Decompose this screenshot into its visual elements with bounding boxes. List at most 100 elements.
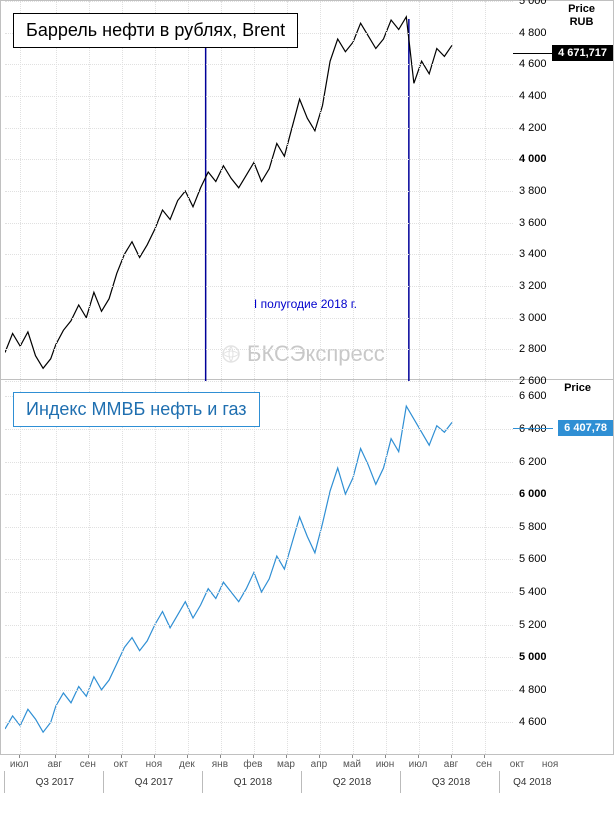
y-tick-label: 5 200 — [519, 619, 563, 631]
gridline-h — [5, 690, 513, 691]
y-tick-label: 3 400 — [519, 248, 563, 260]
gridline-v — [221, 1, 222, 379]
gridline-v — [320, 380, 321, 754]
gridline-v — [56, 380, 57, 754]
gridline-v — [188, 380, 189, 754]
x-quarter-label: Q1 2018 — [234, 777, 272, 788]
x-month-label: авг — [444, 759, 459, 770]
gridline-h — [5, 625, 513, 626]
charts-container: Баррель нефти в рублях, Brent Price RUB … — [0, 0, 614, 800]
gridline-h — [5, 96, 513, 97]
gridline-v — [20, 1, 21, 379]
y-tick-label: 5 600 — [519, 553, 563, 565]
gridline-v — [188, 1, 189, 379]
annotation-text: I полугодие 2018 г. — [254, 297, 357, 311]
x-month-label: июл — [409, 759, 428, 770]
gridline-v — [452, 1, 453, 379]
gridline-v — [254, 380, 255, 754]
gridline-h — [5, 527, 513, 528]
y-tick-label: 3 200 — [519, 280, 563, 292]
y-tick-label: 4 800 — [519, 684, 563, 696]
gridline-v — [386, 380, 387, 754]
gridline-v — [287, 1, 288, 379]
gridline-v — [254, 1, 255, 379]
x-quarter-label: Q2 2018 — [333, 777, 371, 788]
x-month-label: окт — [510, 759, 525, 770]
gridline-v — [122, 1, 123, 379]
gridline-h — [5, 722, 513, 723]
gridline-v — [353, 1, 354, 379]
gridline-v — [89, 380, 90, 754]
x-month-label: фев — [243, 759, 262, 770]
chart2-svg — [5, 380, 513, 755]
gridline-h — [5, 462, 513, 463]
y-tick-label: 6 000 — [519, 488, 563, 500]
y-tick-label: 2 800 — [519, 343, 563, 355]
y-tick-label: 5 000 — [519, 0, 563, 7]
chart-mmvb-oil-gas: Индекс ММВБ нефть и газ Price 4 600 4 800… — [0, 380, 614, 755]
gridline-v — [485, 380, 486, 754]
chart-brent-rub: Баррель нефти в рублях, Brent Price RUB … — [0, 0, 614, 380]
y-tick-label: 6 400 — [519, 423, 563, 435]
gridline-h — [5, 592, 513, 593]
gridline-v — [56, 1, 57, 379]
x-month-label: сен — [476, 759, 492, 770]
x-quarter-label: Q4 2018 — [513, 777, 551, 788]
x-quarter-label: Q3 2017 — [36, 777, 74, 788]
y-tick-label: 3 000 — [519, 312, 563, 324]
gridline-v — [386, 1, 387, 379]
gridline-v — [155, 1, 156, 379]
gridline-h — [5, 223, 513, 224]
y-tick-label: 5 800 — [519, 521, 563, 533]
x-month-label: июн — [376, 759, 395, 770]
chart2-title-box: Индекс ММВБ нефть и газ — [13, 392, 260, 427]
y-tick-label: 4 200 — [519, 122, 563, 134]
gridline-v — [122, 380, 123, 754]
chart2-plot-area — [5, 380, 513, 755]
y-tick-label: 5 000 — [519, 651, 563, 663]
x-quarter-label: Q3 2018 — [432, 777, 470, 788]
gridline-v — [155, 380, 156, 754]
gridline-h — [5, 159, 513, 160]
chart1-y-axis-label: Price RUB — [568, 3, 595, 29]
y-tick-label: 4 600 — [519, 716, 563, 728]
globe-icon — [221, 344, 241, 364]
gridline-v — [221, 380, 222, 754]
x-month-label: окт — [114, 759, 129, 770]
gridline-h — [5, 191, 513, 192]
y-tick-label: 6 600 — [519, 390, 563, 402]
x-month-label: дек — [179, 759, 195, 770]
chart2-y-axis-label: Price — [564, 382, 591, 395]
x-axis: июлавгсеноктноядекянвфевмарапрмайиюниюла… — [0, 755, 614, 800]
chart1-title: Баррель нефти в рублях, Brent — [26, 20, 285, 40]
gridline-v — [452, 380, 453, 754]
x-month-label: мар — [277, 759, 295, 770]
gridline-h — [5, 494, 513, 495]
x-month-label: ноя — [542, 759, 559, 770]
gridline-h — [5, 429, 513, 430]
gridline-h — [5, 254, 513, 255]
y-tick-label: 3 600 — [519, 217, 563, 229]
y-tick-label: 3 800 — [519, 185, 563, 197]
y-tick-label: 4 000 — [519, 153, 563, 165]
gridline-v — [320, 1, 321, 379]
gridline-h — [5, 657, 513, 658]
gridline-h — [5, 318, 513, 319]
gridline-h — [5, 286, 513, 287]
gridline-v — [89, 1, 90, 379]
gridline-h — [5, 64, 513, 65]
y-tick-label: 4 800 — [519, 27, 563, 39]
price-badge: 4 671,717 — [552, 45, 613, 61]
x-month-label: сен — [80, 759, 96, 770]
x-month-label: ноя — [146, 759, 163, 770]
gridline-v — [485, 1, 486, 379]
x-month-label: июл — [10, 759, 29, 770]
chart1-title-box: Баррель нефти в рублях, Brent — [13, 13, 298, 48]
gridline-h — [5, 559, 513, 560]
gridline-h — [5, 1, 513, 2]
x-month-label: янв — [212, 759, 228, 770]
gridline-v — [287, 380, 288, 754]
chart2-title: Индекс ММВБ нефть и газ — [26, 399, 247, 419]
gridline-h — [5, 128, 513, 129]
x-month-label: май — [343, 759, 361, 770]
